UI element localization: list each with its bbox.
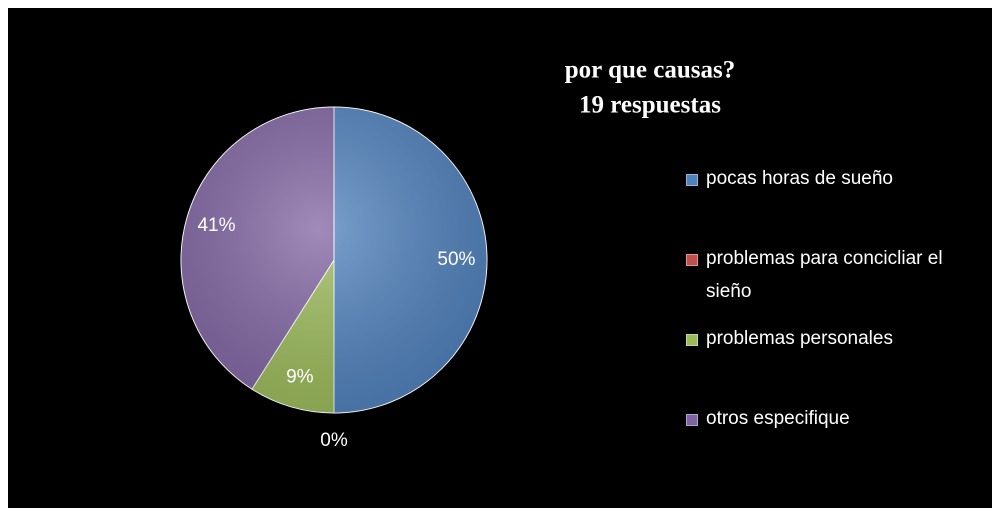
data-label: 50% [437,249,475,270]
legend-label: otros especifique [706,408,850,429]
legend-label: pocas horas de sueño [706,168,893,189]
legend-item: pocas horas de sueño [686,162,956,195]
data-label: 0% [320,430,348,451]
data-label: 9% [286,367,314,388]
data-label: 41% [197,215,235,236]
legend-label: problemas personales [706,328,893,349]
legend-item: problemas para concicliar el sieño [686,242,956,308]
legend-item: otros especifique [686,402,956,435]
legend-swatch [686,174,698,186]
chart-background [8,8,992,508]
legend-swatch [686,254,698,266]
chart-title: por que causas? [565,57,735,84]
legend-swatch [686,334,698,346]
legend-swatch [686,414,698,426]
chart-subtitle: 19 respuestas [579,92,721,119]
legend-item: problemas personales [686,322,956,355]
legend-label: problemas para concicliar el sieño [706,248,943,302]
